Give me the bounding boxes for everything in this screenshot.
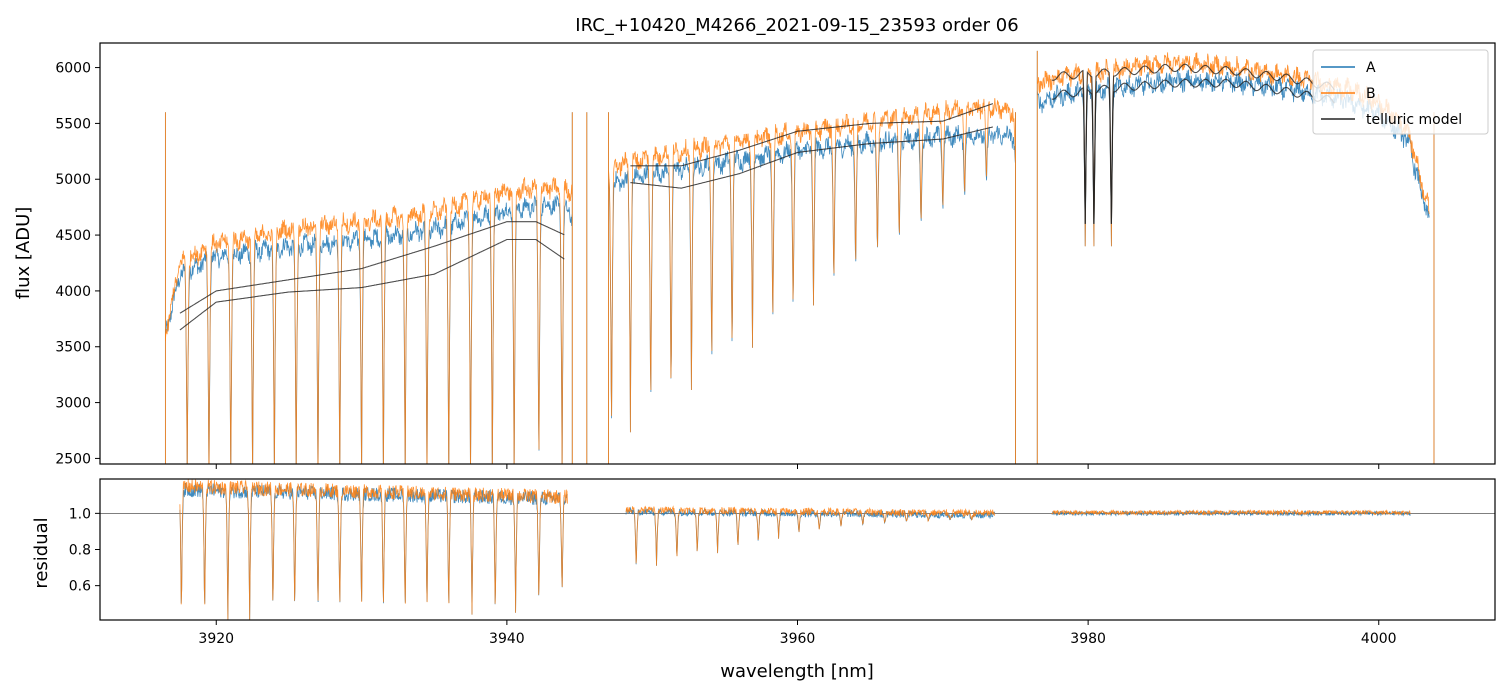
telluric-model-segment-5 bbox=[1051, 78, 1335, 224]
residual-b-segment-0 bbox=[179, 479, 568, 620]
bottom-y-tick-label-2: 1.0 bbox=[69, 506, 91, 522]
top-y-tick-label-1: 3000 bbox=[55, 396, 91, 412]
series-telluric-model bbox=[179, 63, 1335, 331]
legend-box bbox=[1312, 49, 1489, 135]
top-panel-axes: 2500 3000 3500 4000 4500 5000 5500 6000 bbox=[55, 61, 1380, 469]
bottom-x-tick-label-3: 3980 bbox=[1070, 631, 1106, 647]
telluric-model-segment-0 bbox=[179, 221, 565, 314]
residual-b-segment-2 bbox=[1051, 508, 1411, 517]
top-y-tick-label-5: 5000 bbox=[55, 172, 91, 188]
legend-label-0: A bbox=[1366, 60, 1376, 76]
top-panel-series bbox=[164, 50, 1435, 464]
residual-b-segment-1 bbox=[625, 505, 996, 566]
top-y-tick-label-0: 2500 bbox=[55, 451, 91, 467]
top-y-tick-label-2: 3500 bbox=[55, 340, 91, 356]
bottom-x-tick-label-0: 3920 bbox=[198, 631, 234, 647]
top-y-tick-label-4: 4500 bbox=[55, 228, 91, 244]
chart-title: IRC_+10420_M4266_2021-09-15_23593 order … bbox=[575, 15, 1018, 36]
bottom-y-axis-label: residual bbox=[31, 517, 52, 588]
bottom-x-tick-label-2: 3960 bbox=[780, 631, 816, 647]
legend-label-1: B bbox=[1366, 86, 1376, 102]
bottom-y-tick-label-1: 0.8 bbox=[69, 543, 91, 559]
series-b-segment-1 bbox=[608, 98, 1016, 433]
telluric-model-segment-2 bbox=[630, 103, 994, 167]
telluric-model-segment-1 bbox=[179, 238, 565, 331]
top-y-tick-label-7: 6000 bbox=[55, 61, 91, 77]
telluric-model-segment-4 bbox=[1051, 63, 1335, 224]
top-y-tick-label-3: 4000 bbox=[55, 284, 91, 300]
bottom-panel-axes: 0.6 0.8 1.0 3920 3940 3960 3980 4000 bbox=[69, 506, 1397, 647]
top-y-tick-label-6: 5500 bbox=[55, 116, 91, 132]
bottom-y-tick-label-0: 0.6 bbox=[69, 579, 91, 595]
x-axis-label: wavelength [nm] bbox=[720, 661, 874, 682]
bottom-x-tick-label-4: 4000 bbox=[1361, 631, 1397, 647]
series-b-segment-0 bbox=[165, 177, 573, 464]
bottom-x-tick-label-1: 3940 bbox=[489, 631, 525, 647]
top-y-axis-label: flux [ADU] bbox=[13, 207, 34, 300]
bottom-panel-series bbox=[100, 479, 1495, 620]
telluric-model-segment-3 bbox=[630, 126, 994, 189]
legend-label-2: telluric model bbox=[1366, 112, 1462, 128]
residual-series-b bbox=[179, 479, 1411, 620]
